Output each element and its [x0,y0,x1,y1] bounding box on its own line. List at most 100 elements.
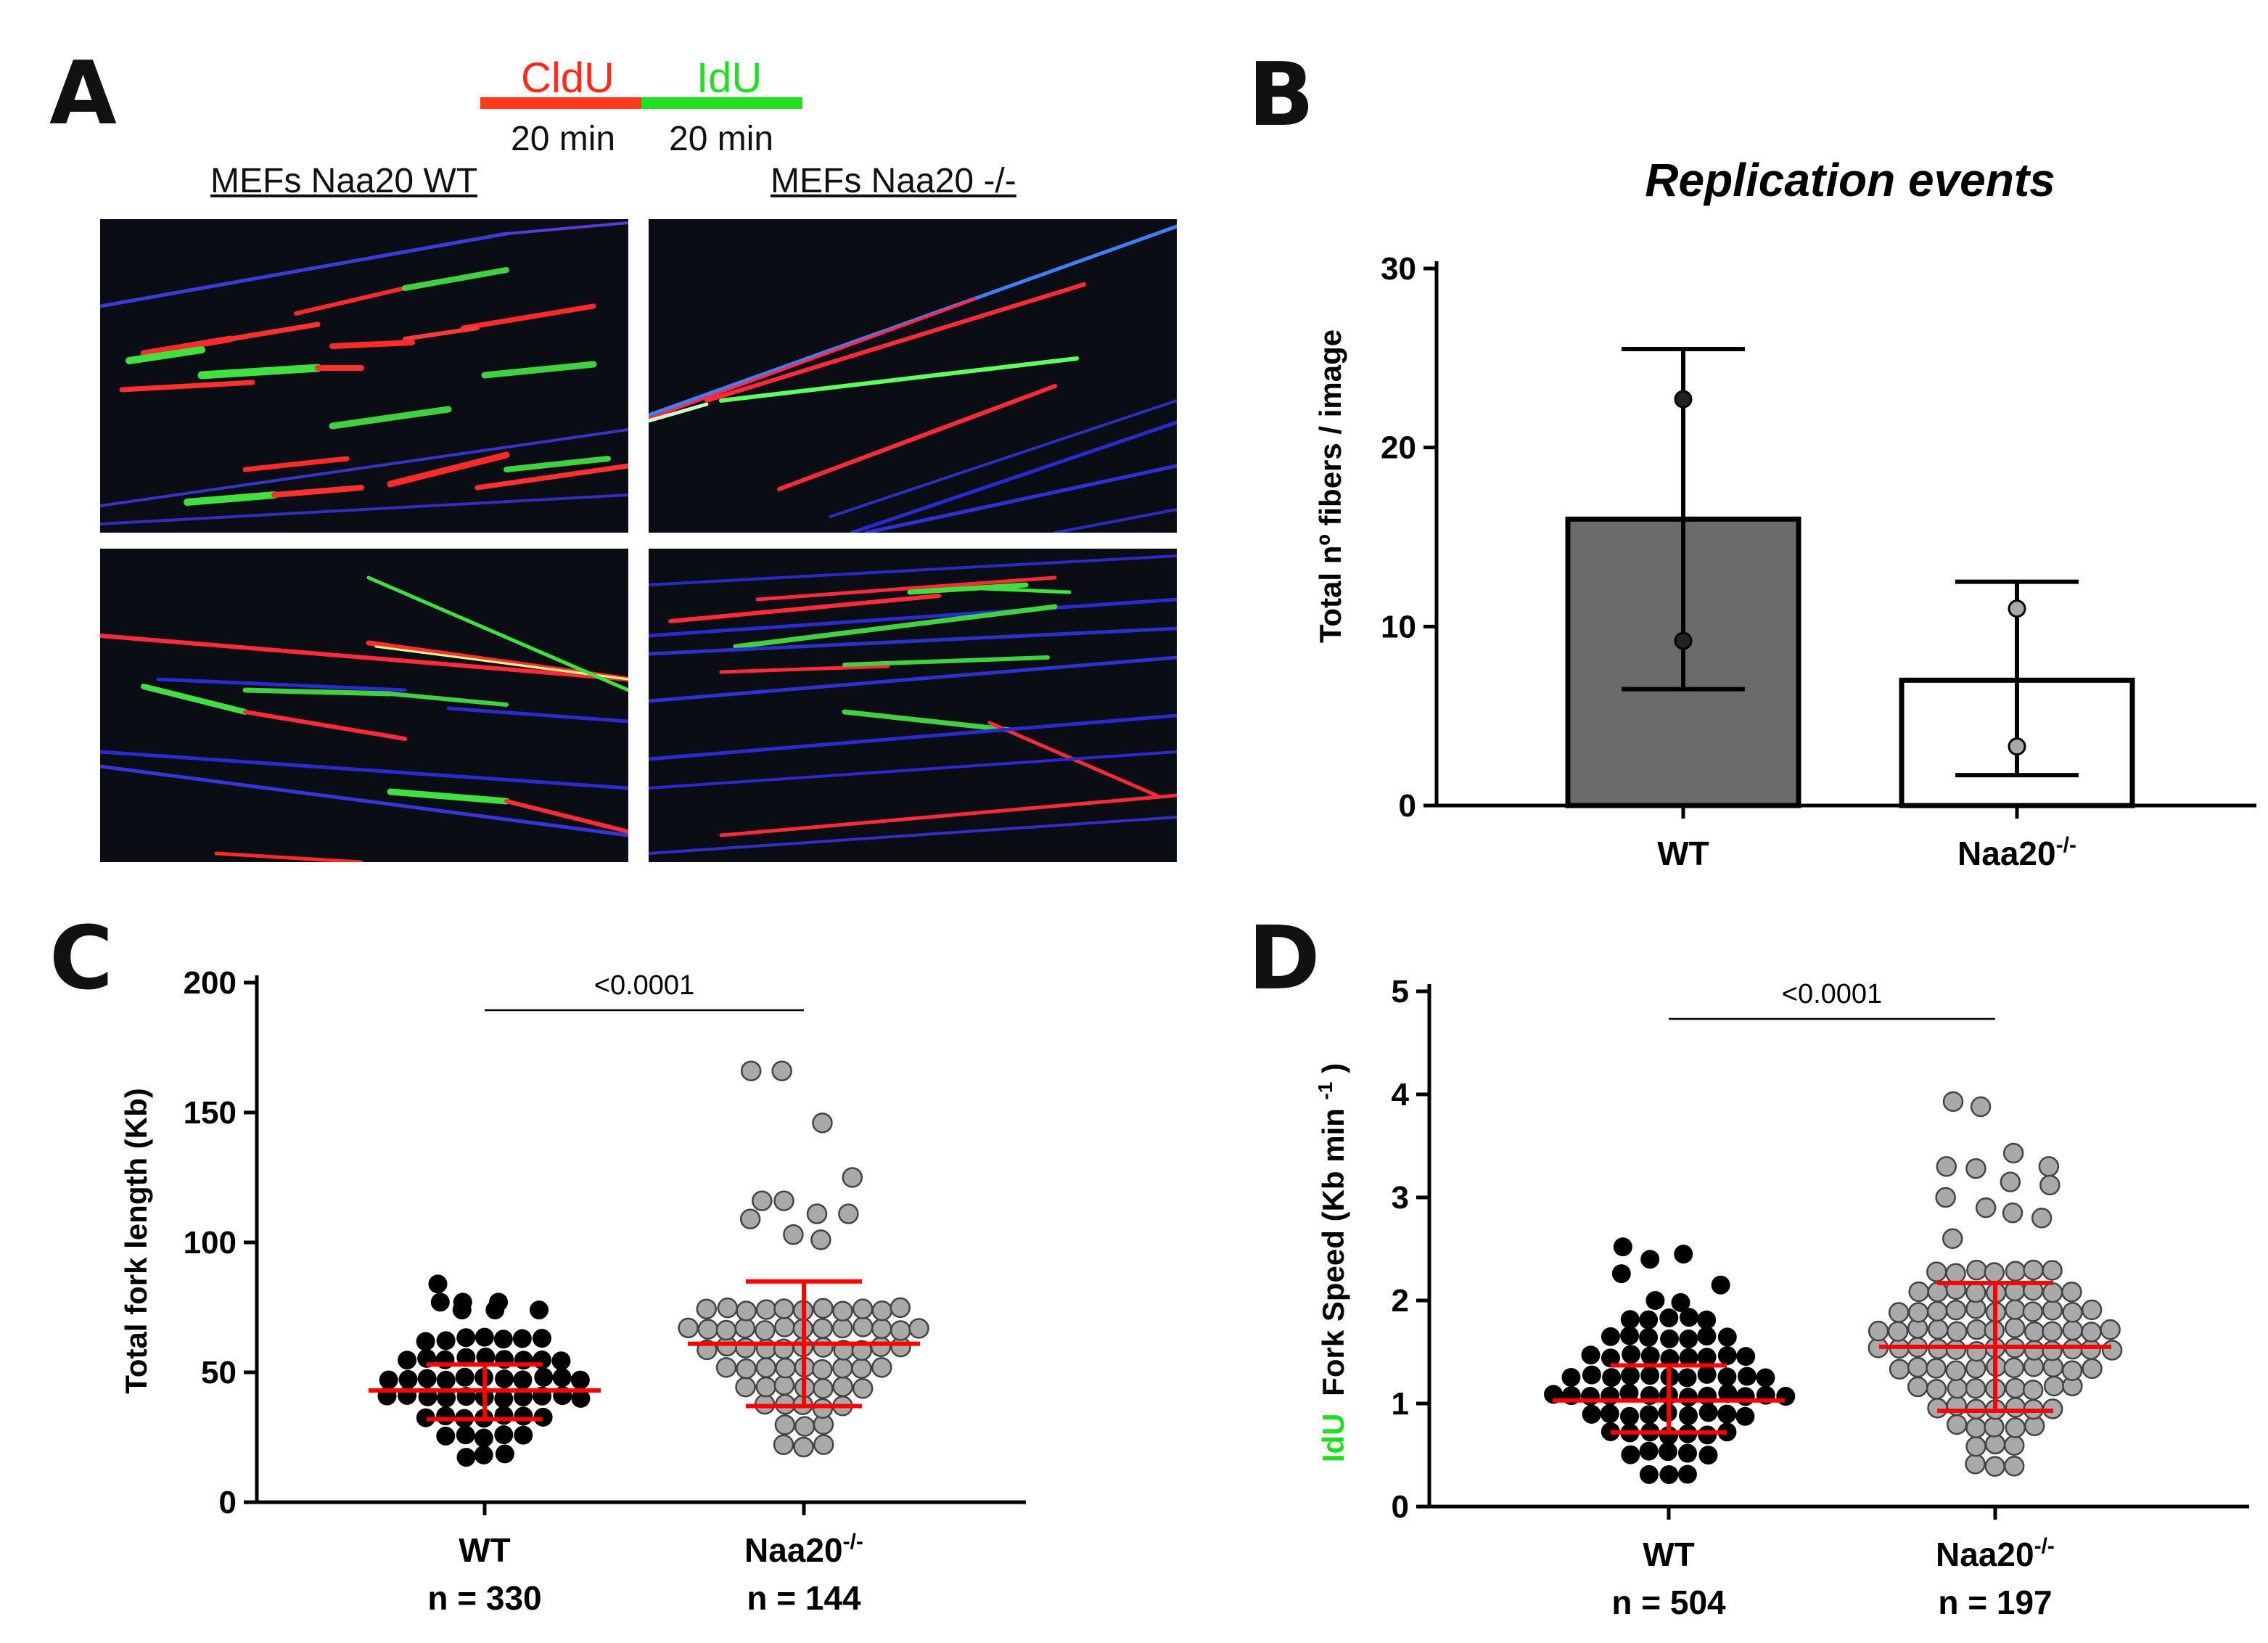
chart-c-dot [734,1317,756,1339]
chart-c-dot [489,1292,509,1312]
chart-c-dot [773,1434,794,1456]
chart-d-dot [1660,1329,1680,1348]
chart-c-dot [752,1190,773,1211]
chart-c-dot [755,1357,777,1378]
chart-b-category-label: WT [1657,835,1709,872]
chart-d-dot [1735,1387,1755,1406]
chart-d-dot [1975,1197,1997,1218]
chart-d-dot [1717,1404,1737,1424]
chart-b-y-tick-label: 30 [1381,251,1416,287]
chart-d-dot [2080,1339,2102,1360]
chart-d-ylabel-main: Fork Speed (Kb min [1316,1108,1350,1396]
chart-c-dot [398,1369,418,1389]
micrograph-ko-top [649,219,1177,533]
chart-d-dot [1970,1096,1992,1118]
chart-d-dot [1927,1282,1948,1303]
chart-c-dot [774,1316,795,1337]
chart-d-dot [1935,1187,1956,1208]
chart-d-dot [1698,1386,1717,1406]
chart-b: Replication events Total nº fibers / ima… [1313,154,2256,872]
chart-c-dot [697,1319,719,1340]
micrograph-wt-bottom [100,549,628,862]
chart-c-y-tick-label: 0 [219,1485,237,1520]
chart-c-dot [717,1297,739,1319]
chart-d-dot [1926,1358,1947,1379]
chart-d-dot [1945,1339,1967,1360]
chart-d-dot [1942,1228,1963,1250]
chart-c-n-label: n = 330 [427,1579,541,1617]
chart-d-dot [1620,1310,1640,1329]
ko-image-title: MEFs Naa20 -/- [771,162,1016,200]
chart-c-dot [456,1348,476,1367]
panel-a-letter: A [49,44,117,144]
chart-c-y-tick-label: 200 [184,965,237,1001]
chart-d-dot [1947,1321,1968,1343]
timeline-idu-bar [641,97,802,109]
chart-d-dot [1907,1302,1929,1323]
chart-c-category-superscript: -/- [843,1530,863,1554]
chart-c-dot [771,1060,792,1081]
chart-d-dot [1677,1464,1697,1484]
chart-d-dot [1621,1445,1640,1464]
chart-c-dot [495,1369,514,1389]
chart-c-dot [715,1319,737,1341]
chart-d-dot [1717,1345,1737,1365]
chart-d-dot [1984,1433,2006,1455]
chart-d-dot [1611,1264,1631,1284]
chart-d-dot [1868,1320,1889,1342]
chart-d-dot [1888,1302,1910,1323]
chart-c-dot [811,1359,833,1380]
chart-d-dot [2038,1156,2060,1177]
chart-d-ylabel-prefix: IdU [1316,1413,1350,1462]
chart-d-plot: 0 1 2 3 4 5 WT n = 504 Naa20-/- n = 197 <0.0001 [1392,974,2249,1621]
chart-d-dot [2031,1208,2053,1229]
chart-d-dot [1582,1365,1601,1385]
chart-d-dot [1889,1359,1910,1380]
chart-c-dot [871,1318,892,1340]
chart-c-dot [813,1378,834,1399]
chart-d-dot [1735,1406,1755,1426]
chart-b-point [1674,631,1693,650]
chart-d-dot [1926,1300,1948,1322]
chart-d-p-value: <0.0001 [1782,979,1882,1009]
chart-d-dot [1756,1368,1775,1388]
chart-d-dot [1698,1446,1718,1465]
chart-c-dot [755,1376,777,1398]
panel-d-letter: D [1248,909,1320,1009]
chart-c-dot [794,1416,815,1437]
chart-d-dot [1947,1377,1968,1399]
chart-c-plot: 0 50 100 150 200 WT n = 330 Naa20-/- n = 144 <0.0… [184,965,1026,1617]
chart-c-dot [773,1374,795,1396]
chart-c-dot [775,1357,796,1379]
chart-d-dot [2082,1358,2103,1380]
chart-d-dot [1619,1406,1639,1426]
chart-c-dot [436,1426,456,1446]
chart-c-dot [832,1300,853,1322]
chart-c-dot [736,1300,757,1322]
chart-d-dot [1697,1327,1717,1346]
chart-d-dot [1679,1406,1698,1425]
chart-d-dot [2022,1380,2044,1401]
chart-d-dot [1645,1291,1665,1310]
chart-d-dot [1965,1377,1986,1399]
chart-c-dot [696,1298,718,1319]
chart-d-dot [2002,1202,2023,1224]
chart-d-dot [1946,1414,1968,1435]
chart-c-dot [739,1208,761,1230]
chart-d-dot [1602,1368,1622,1388]
chart-d-dot [1717,1327,1737,1347]
chart-d-dot [2101,1340,2123,1361]
chart-c-p-value: <0.0001 [594,970,694,1001]
chart-d-category-label: WT [1643,1536,1695,1573]
chart-d-dot [1659,1464,1679,1484]
chart-d-dot [2005,1417,2026,1438]
chart-d-dot [1639,1310,1659,1329]
timeline-cldu-bar [480,97,641,109]
chart-d-dot [2039,1174,2060,1196]
chart-d-dot [2042,1340,2063,1361]
chart-c: Total fork length (Kb) 0 50 100 150 200 WT n =… [119,965,1026,1617]
chart-d-dot [1640,1366,1660,1385]
chart-d-dot [1601,1422,1620,1441]
chart-c-dot [494,1425,514,1445]
chart-d-dot [1965,1282,1986,1303]
